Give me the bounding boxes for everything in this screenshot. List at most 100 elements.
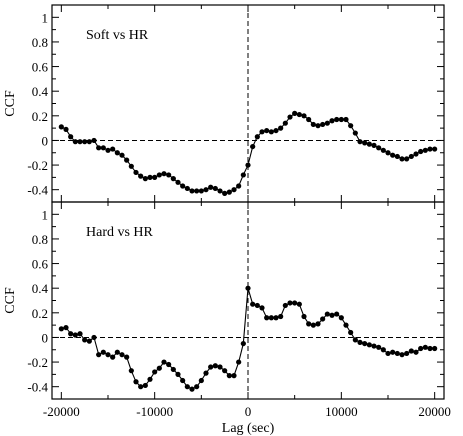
data-point bbox=[292, 300, 298, 306]
data-point bbox=[352, 130, 358, 136]
data-point bbox=[133, 169, 139, 176]
data-point bbox=[231, 373, 237, 379]
data-point bbox=[329, 118, 335, 124]
data-point bbox=[82, 337, 88, 343]
data-point bbox=[245, 285, 251, 291]
y-axis-label: CCF bbox=[3, 90, 18, 117]
x-axis-label: Lag (sec) bbox=[222, 421, 275, 436]
data-point bbox=[352, 337, 358, 343]
data-point bbox=[357, 339, 363, 345]
data-point bbox=[404, 350, 410, 357]
data-point bbox=[58, 124, 64, 130]
data-point bbox=[166, 172, 172, 178]
x-tick-label: -20000 bbox=[43, 404, 80, 419]
panel-label: Soft vs HR bbox=[86, 28, 149, 43]
data-point bbox=[287, 114, 293, 120]
x-tick-label: 10000 bbox=[325, 404, 358, 419]
y-tick-label: 0.2 bbox=[32, 306, 48, 321]
data-point bbox=[357, 139, 363, 145]
data-point bbox=[422, 147, 428, 153]
data-point bbox=[254, 134, 260, 140]
y-tick-label: 1 bbox=[42, 10, 49, 25]
y-tick-label: 0 bbox=[42, 330, 49, 345]
data-point bbox=[334, 116, 340, 123]
y-tick-label: 0.6 bbox=[32, 257, 49, 272]
data-point bbox=[72, 332, 78, 338]
y-axis-label: CCF bbox=[3, 287, 18, 314]
data-point bbox=[119, 352, 125, 358]
data-point bbox=[432, 146, 438, 152]
data-point bbox=[91, 137, 97, 144]
data-point bbox=[348, 123, 354, 129]
data-point bbox=[320, 121, 326, 128]
data-point bbox=[273, 127, 279, 134]
data-point bbox=[259, 129, 265, 135]
data-point bbox=[329, 312, 335, 318]
data-point bbox=[184, 185, 190, 192]
data-point bbox=[390, 349, 396, 355]
data-point bbox=[128, 368, 134, 374]
data-point bbox=[152, 174, 158, 180]
y-tick-label: 0.6 bbox=[32, 60, 49, 75]
data-point bbox=[128, 163, 134, 169]
data-point bbox=[156, 172, 162, 178]
data-point bbox=[250, 143, 256, 150]
data-point bbox=[96, 145, 102, 151]
data-point bbox=[86, 338, 92, 344]
data-point bbox=[142, 176, 148, 182]
data-point bbox=[110, 354, 116, 360]
data-point bbox=[273, 315, 279, 321]
data-point bbox=[366, 342, 372, 348]
data-point bbox=[376, 344, 382, 350]
data-point bbox=[380, 147, 386, 153]
data-point bbox=[394, 350, 400, 357]
data-point bbox=[362, 340, 368, 347]
data-point bbox=[399, 156, 405, 162]
data-point bbox=[217, 364, 223, 370]
data-point bbox=[306, 321, 312, 327]
x-tick-label: -10000 bbox=[136, 404, 173, 419]
data-point bbox=[240, 340, 246, 347]
data-point bbox=[217, 188, 223, 194]
shared-x-axis: -20000 -10000 0 10000 20000 Lag (sec) bbox=[43, 404, 451, 436]
data-point bbox=[208, 184, 214, 190]
data-point bbox=[432, 345, 438, 352]
data-point bbox=[156, 365, 162, 371]
data-point bbox=[170, 176, 176, 182]
y-tick-label: 0.4 bbox=[32, 281, 49, 296]
data-point bbox=[278, 313, 284, 320]
data-point bbox=[385, 350, 391, 357]
data-point bbox=[324, 120, 330, 126]
data-point bbox=[310, 322, 316, 328]
data-point bbox=[203, 187, 209, 193]
panel-soft-vs-hr: -0.4 -0.2 0 0.2 0.4 0.6 0.8 1 CCF Soft vs HR bbox=[3, 4, 445, 203]
x-tick-label: 20000 bbox=[418, 404, 451, 419]
data-point bbox=[301, 313, 307, 320]
data-point bbox=[296, 301, 302, 307]
data-point bbox=[226, 373, 232, 379]
y-tick-label: 1 bbox=[42, 207, 49, 222]
data-point bbox=[343, 322, 349, 328]
data-point bbox=[161, 171, 167, 177]
data-point bbox=[138, 173, 144, 179]
data-point bbox=[404, 156, 410, 162]
data-point bbox=[203, 370, 209, 376]
data-point bbox=[68, 134, 74, 140]
y-tick-label: -0.4 bbox=[27, 380, 48, 395]
data-point bbox=[418, 148, 424, 155]
data-point bbox=[77, 139, 83, 145]
data-point bbox=[208, 364, 214, 370]
data-point bbox=[278, 125, 284, 131]
data-point bbox=[170, 366, 176, 373]
y-tick-label: 0.8 bbox=[32, 232, 48, 247]
data-point bbox=[198, 377, 204, 384]
data-point bbox=[175, 371, 181, 377]
data-point bbox=[394, 153, 400, 160]
data-point bbox=[152, 369, 158, 375]
data-point bbox=[236, 183, 242, 189]
data-point bbox=[114, 349, 120, 355]
data-point bbox=[138, 384, 144, 390]
y-tick-label: -0.4 bbox=[27, 183, 48, 198]
data-point bbox=[68, 331, 74, 337]
data-point bbox=[301, 113, 307, 119]
